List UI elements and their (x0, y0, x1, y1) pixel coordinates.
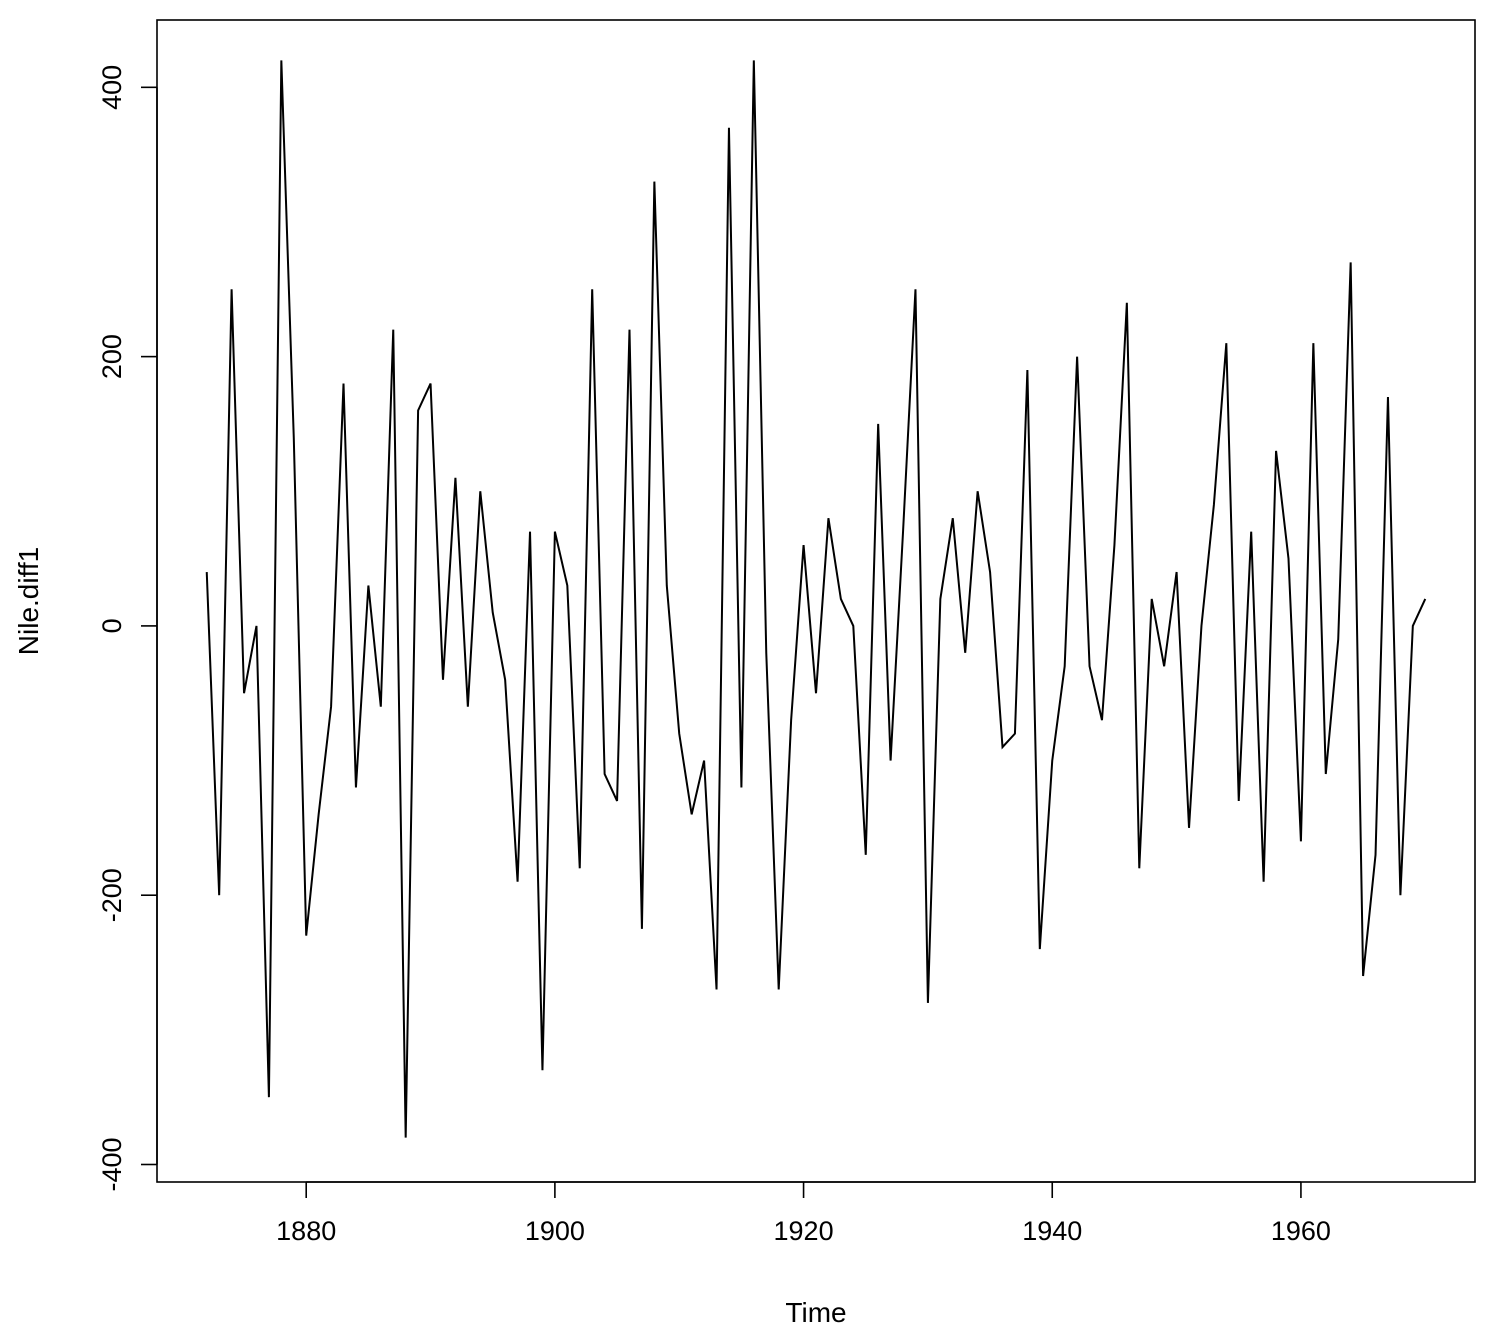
y-tick-label: -400 (97, 1137, 127, 1191)
x-tick-label: 1880 (276, 1216, 336, 1246)
y-tick-label: 400 (97, 65, 127, 110)
series-points (207, 60, 1426, 1137)
series-line-nile-diff1 (205, 60, 1427, 1138)
x-tick-label: 1900 (525, 1216, 585, 1246)
x-tick-label: 1960 (1271, 1216, 1331, 1246)
y-tick-label: 0 (97, 618, 127, 633)
x-tick-label: 1940 (1022, 1216, 1082, 1246)
y-tick-label: -200 (97, 868, 127, 922)
x-axis: 1880 1900 1920 1940 1960 (276, 1181, 1331, 1246)
plot-frame (156, 19, 1476, 1183)
y-axis: -400 -200 0 200 400 (97, 65, 158, 1192)
x-axis-label: Time (785, 1297, 846, 1328)
y-axis-label: Nile.diff1 (13, 547, 44, 655)
x-tick-label: 1920 (774, 1216, 834, 1246)
y-tick-label: 200 (97, 334, 127, 379)
